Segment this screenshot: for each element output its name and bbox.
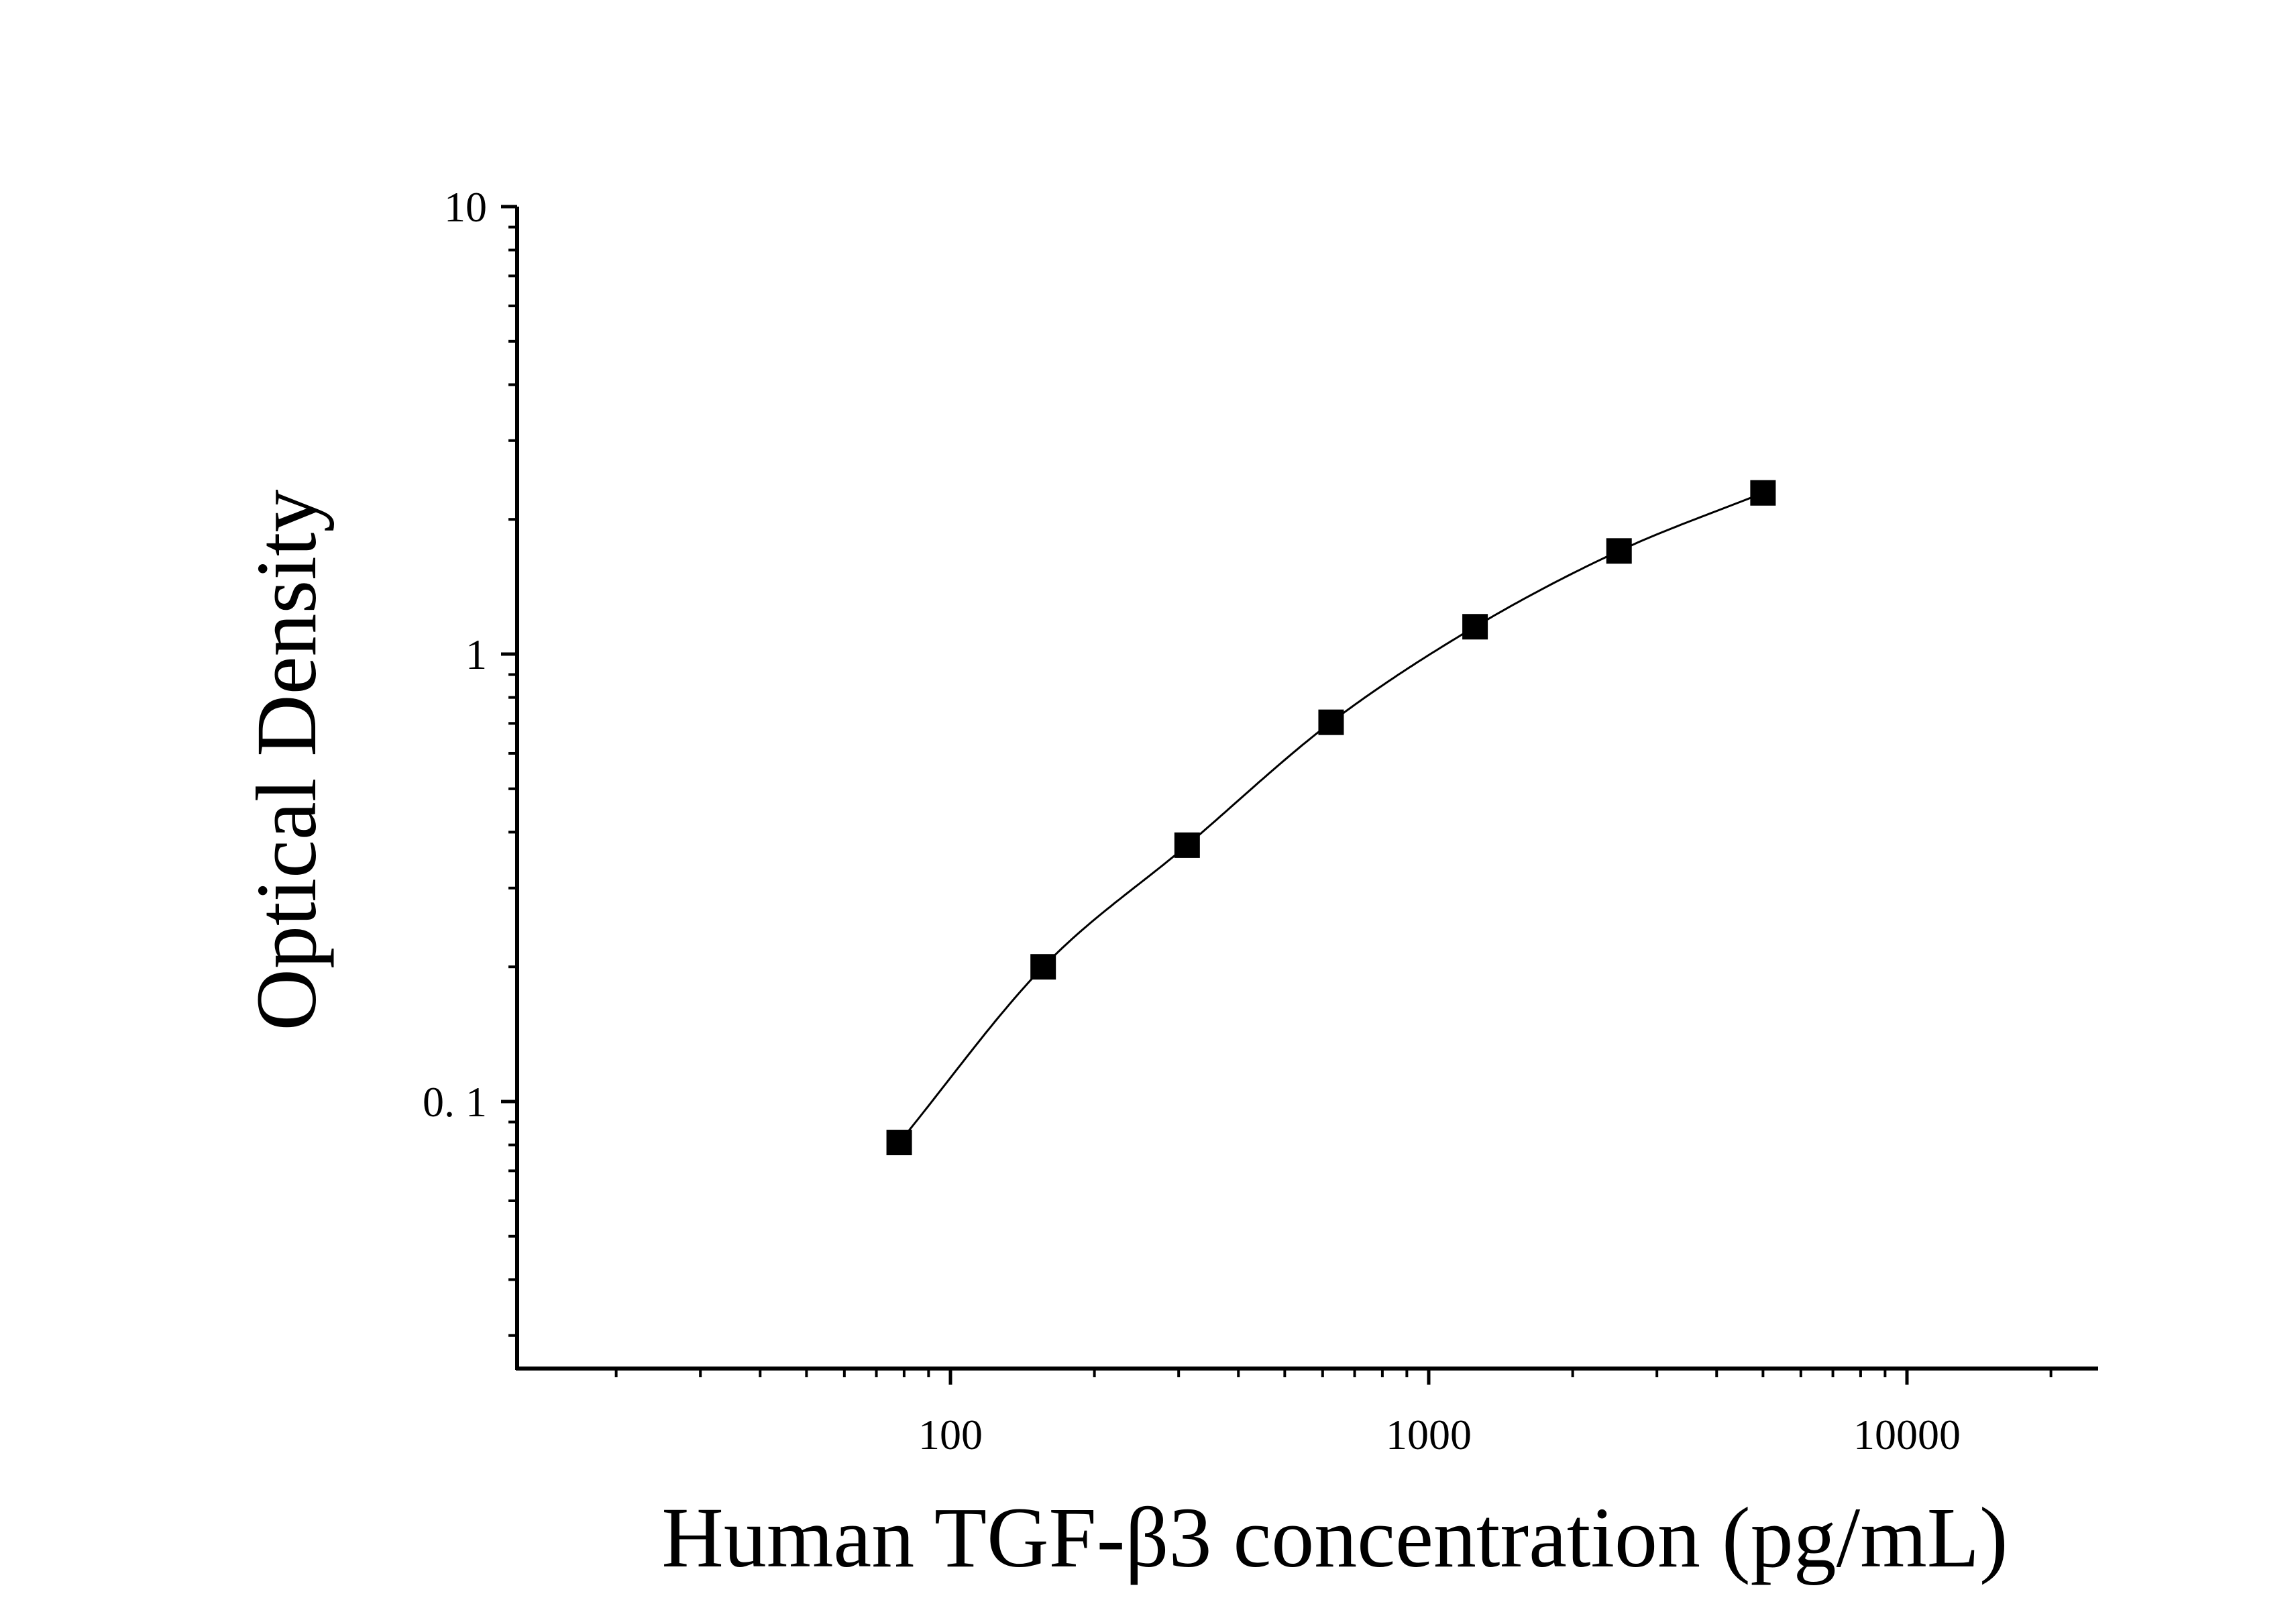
tick-labels: 100 1000 10000 0. 1 1 10 [423,183,1961,1458]
data-point [1318,709,1344,735]
data-point [1174,832,1200,858]
x-axis-title: Human TGF-β3 concentration (pg/mL) [661,1490,2008,1585]
y-axis-title: Optical Density [239,490,334,1031]
data-point [1750,480,1776,506]
fit-curve-layer [898,492,1763,1143]
data-point [1606,538,1632,564]
x-tick-label: 100 [918,1411,983,1458]
x-tick-label: 1000 [1386,1411,1472,1458]
data-points [886,480,1776,1156]
data-point [886,1130,912,1156]
x-tick-label: 10000 [1853,1411,1961,1458]
y-tick-label: 1 [466,631,487,678]
data-point [1030,954,1056,980]
ticks [501,205,2053,1385]
y-tick-label: 0. 1 [423,1078,487,1126]
fit-curve [898,492,1763,1143]
data-point [1462,614,1488,640]
axes [515,207,2098,1371]
y-tick-label: 10 [444,183,487,231]
